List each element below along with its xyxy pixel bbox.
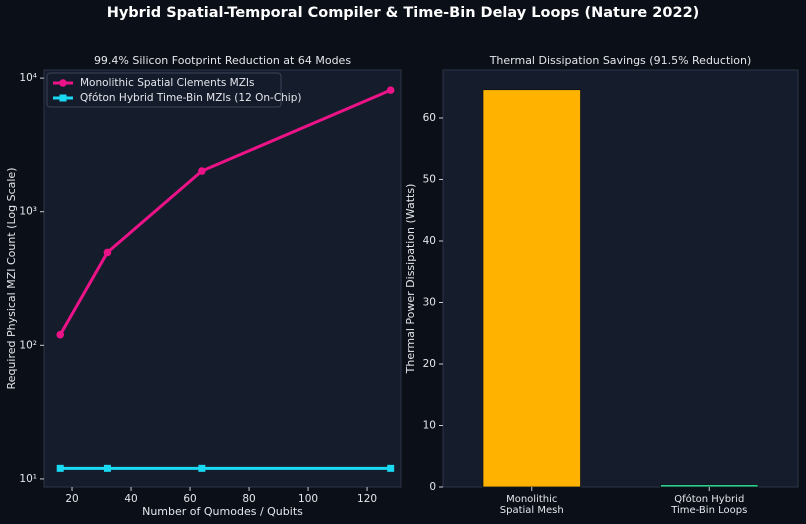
y-tick-label: 0	[429, 481, 436, 493]
marker	[386, 86, 395, 94]
chart-title: Thermal Dissipation Savings (91.5% Reduc…	[489, 54, 752, 67]
chart-title: 99.4% Silicon Footprint Reduction at 64 …	[94, 54, 351, 67]
y-tick-label: 50	[423, 173, 436, 185]
marker	[103, 248, 112, 257]
x-tick-label: 20	[65, 493, 78, 505]
x-axis-label: Number of Qumodes / Qubits	[142, 505, 303, 518]
y-tick-label: 40	[423, 235, 436, 247]
x-tick-label: Qfóton Hybrid Time-Bin Loops	[670, 493, 747, 516]
marker	[103, 464, 111, 472]
legend-box	[46, 72, 282, 108]
x-tick-label: 100	[298, 493, 318, 505]
series-line	[58, 88, 392, 336]
legend-marker	[59, 79, 67, 87]
marker	[198, 167, 206, 175]
marker	[56, 464, 64, 472]
page-title: Hybrid Spatial-Temporal Compiler & Time-…	[107, 5, 700, 21]
x-tick-label: 80	[242, 493, 255, 505]
x-tick-label: 60	[183, 493, 196, 505]
bar	[482, 89, 581, 488]
legend-marker	[59, 94, 67, 102]
y-tick-label: 30	[423, 296, 436, 308]
y-axis-label: Required Physical MZI Count (Log Scale)	[5, 168, 18, 390]
y-axis-label: Thermal Power Dissipation (Watts)	[404, 184, 417, 375]
bar	[660, 484, 759, 488]
y-tick-label: 20	[423, 358, 436, 370]
marker	[198, 464, 206, 472]
legend-label: Monolithic Spatial Clements MZIs	[80, 77, 254, 89]
x-tick-label: 40	[124, 493, 137, 505]
y-tick-label: 10⁴	[19, 72, 37, 84]
y-tick-label: 10³	[19, 206, 37, 218]
x-tick-label: 120	[357, 493, 377, 505]
y-tick-label: 10	[423, 419, 436, 431]
x-tick-label: Monolithic Spatial Mesh	[500, 494, 564, 516]
marker	[387, 464, 395, 472]
marker	[56, 330, 65, 339]
plot-area	[43, 69, 402, 488]
y-tick-label: 10¹	[19, 473, 37, 485]
y-tick-label: 10²	[19, 339, 37, 351]
legend-label: Qfóton Hybrid Time-Bin MZIs (12 On-Chip)	[80, 92, 301, 104]
y-tick-label: 60	[423, 112, 436, 124]
